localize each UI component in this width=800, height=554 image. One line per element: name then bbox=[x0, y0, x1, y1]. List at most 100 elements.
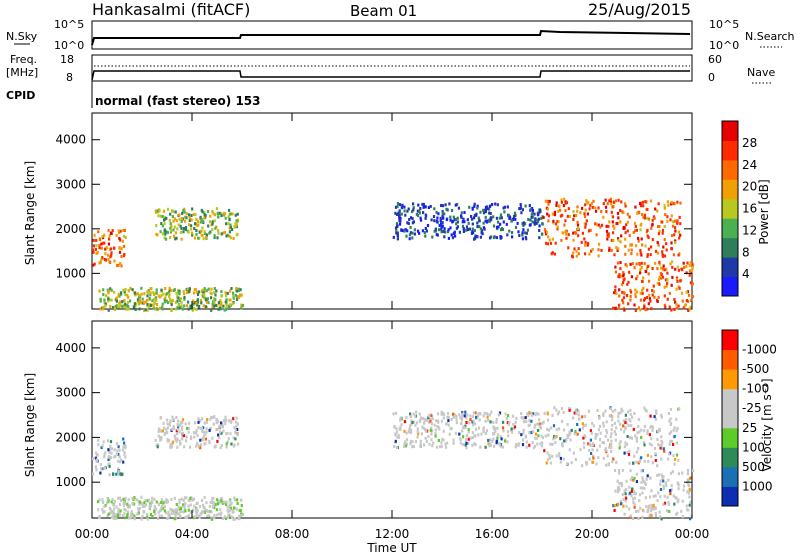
velocity-colorbar-tick: 1000 bbox=[742, 479, 773, 493]
power-echo-cell bbox=[584, 203, 587, 207]
power-echo-cell bbox=[190, 224, 193, 228]
velocity-echo-cell bbox=[192, 497, 195, 501]
velocity-echo-cell bbox=[424, 428, 427, 432]
power-echo-cell bbox=[479, 235, 482, 239]
velocity-echo-cell bbox=[117, 459, 120, 463]
velocity-echo-cell bbox=[240, 514, 243, 517]
power-echo-cell bbox=[103, 258, 106, 261]
power-echo-cell bbox=[529, 218, 532, 222]
velocity-echo-cell bbox=[118, 455, 121, 459]
velocity-echo-cell bbox=[573, 432, 576, 436]
power-echo-cell bbox=[618, 275, 621, 279]
velocity-echo-cell bbox=[624, 413, 627, 417]
velocity-echo-cell bbox=[414, 423, 417, 427]
velocity-echo-cell bbox=[619, 440, 622, 444]
velocity-echo-cell bbox=[123, 452, 126, 456]
velocity-echo-cell bbox=[144, 499, 147, 503]
velocity-echo-cell bbox=[467, 430, 470, 434]
power-echo-cell bbox=[220, 290, 223, 294]
power-echo-cell bbox=[217, 229, 220, 233]
power-echo-cell bbox=[500, 227, 504, 230]
velocity-echo-cell bbox=[236, 422, 240, 426]
power-echo-cell bbox=[521, 233, 524, 237]
power-echo-cell bbox=[643, 298, 646, 302]
velocity-echo-cell bbox=[133, 496, 136, 500]
power-echo-cell bbox=[610, 210, 613, 214]
velocity-echo-cell bbox=[141, 514, 144, 518]
power-echo-cell bbox=[417, 229, 420, 233]
power-echo-cell bbox=[113, 290, 116, 294]
velocity-echo-cell bbox=[646, 453, 649, 457]
velocity-echo-cell bbox=[110, 451, 113, 455]
power-echo-cell bbox=[199, 298, 203, 302]
velocity-echo-cell bbox=[577, 409, 580, 413]
power-echo-cell bbox=[477, 216, 480, 220]
power-echo-cell bbox=[439, 216, 442, 220]
velocity-echo-cell bbox=[409, 412, 412, 416]
velocity-echo-cell bbox=[98, 515, 101, 519]
power-echo-cell bbox=[624, 204, 627, 208]
power-echo-cell bbox=[424, 213, 427, 217]
power-echo-cell bbox=[200, 290, 204, 294]
power-echo-cell bbox=[191, 207, 194, 211]
power-echo-cell bbox=[510, 219, 514, 222]
velocity-echo-cell bbox=[203, 508, 206, 512]
power-echo-cell bbox=[489, 236, 492, 240]
velocity-echo-cell bbox=[452, 438, 455, 442]
power-echo-cell bbox=[473, 213, 476, 217]
velocity-echo-cell bbox=[551, 413, 554, 417]
power-echo-cell bbox=[659, 271, 662, 275]
power-echo-cell bbox=[624, 252, 627, 256]
power-echo-cell bbox=[94, 247, 97, 251]
velocity-echo-cell bbox=[488, 413, 491, 417]
power-echo-cell bbox=[175, 219, 178, 223]
power-echo-cell bbox=[179, 297, 182, 301]
velocity-echo-cell bbox=[115, 442, 119, 446]
power-echo-cell bbox=[577, 234, 580, 238]
power-echo-cell bbox=[155, 210, 158, 214]
velocity-echo-cell bbox=[604, 409, 607, 413]
velocity-echo-cell bbox=[518, 431, 521, 435]
velocity-echo-cell bbox=[225, 445, 228, 449]
power-echo-cell bbox=[471, 227, 474, 231]
power-echo-cell bbox=[691, 282, 694, 286]
power-echo-cell bbox=[589, 203, 592, 207]
power-echo-cell bbox=[630, 248, 633, 252]
velocity-echo-cell bbox=[201, 417, 204, 421]
power-echo-cell bbox=[628, 215, 631, 219]
velocity-echo-cell bbox=[525, 420, 528, 424]
power-echo-cell bbox=[140, 301, 143, 305]
velocity-echo-cell bbox=[626, 410, 630, 414]
power-echo-cell bbox=[127, 295, 130, 299]
power-echo-cell bbox=[423, 231, 426, 235]
noise-right-label: N.Search bbox=[745, 30, 795, 43]
velocity-echo-cell bbox=[546, 451, 549, 455]
velocity-echo-cell bbox=[178, 501, 181, 505]
velocity-echo-cell bbox=[644, 408, 647, 412]
velocity-echo-cell bbox=[570, 428, 573, 432]
velocity-echo-cell bbox=[447, 415, 450, 419]
power-echo-cell bbox=[98, 237, 101, 241]
power-echo-cell bbox=[232, 294, 235, 298]
power-echo-cell bbox=[671, 220, 675, 224]
power-echo-cell bbox=[521, 222, 524, 226]
power-echo-cell bbox=[651, 267, 654, 270]
power-echo-cell bbox=[104, 294, 108, 298]
velocity-echo-cell bbox=[211, 505, 214, 509]
velocity-echo-cell bbox=[621, 468, 624, 472]
power-echo-cell bbox=[535, 221, 538, 225]
power-echo-cell bbox=[152, 291, 155, 295]
velocity-echo-cell bbox=[117, 496, 120, 500]
power-echo-cell bbox=[211, 303, 214, 306]
power-echo-cell bbox=[398, 222, 402, 226]
power-echo-cell bbox=[419, 218, 423, 222]
noise-right-tick-top: 10^5 bbox=[709, 18, 739, 31]
velocity-echo-cell bbox=[608, 445, 611, 449]
power-echo-cell bbox=[484, 219, 487, 223]
power-echo-cell bbox=[617, 216, 620, 220]
power-echo-cell bbox=[542, 216, 545, 219]
power-echo-cell bbox=[581, 231, 584, 235]
power-echo-cell bbox=[424, 216, 427, 220]
velocity-echo-cell bbox=[230, 515, 233, 519]
power-echo-cell bbox=[646, 254, 649, 258]
